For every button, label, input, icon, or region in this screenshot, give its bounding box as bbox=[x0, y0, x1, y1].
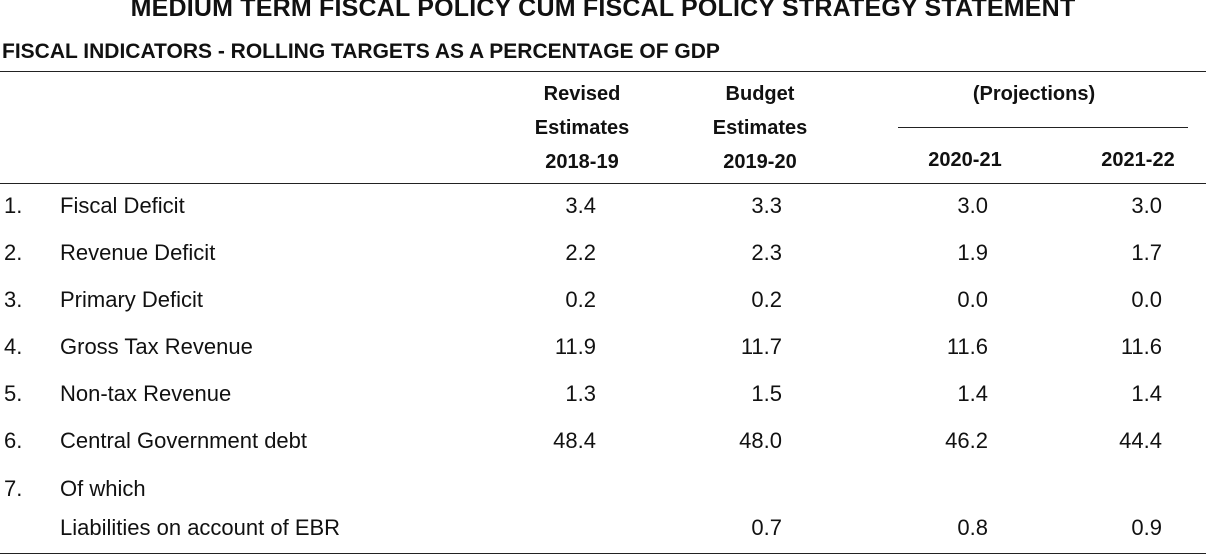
table-row: 2. Revenue Deficit 2.2 2.3 1.9 1.7 bbox=[0, 240, 1206, 280]
row-number: 1. bbox=[4, 193, 23, 218]
row-value: 11.9 bbox=[554, 334, 596, 359]
row-number: 3. bbox=[4, 287, 23, 312]
projections-underline bbox=[898, 127, 1188, 128]
row-value: 1.4 bbox=[1131, 381, 1162, 406]
row-value: 2.3 bbox=[751, 240, 782, 265]
row-value: 0.0 bbox=[957, 287, 988, 312]
header-budget-line-3: 2019-20 bbox=[723, 151, 797, 173]
row-label: Gross Tax Revenue bbox=[60, 334, 253, 359]
row-value: 2.2 bbox=[565, 240, 596, 265]
header-projections: (Projections) bbox=[972, 83, 1096, 105]
header-projection-year-1: 2020-21 bbox=[928, 149, 1002, 171]
row-value: 3.4 bbox=[565, 193, 596, 218]
header-revised-line-3: 2018-19 bbox=[545, 151, 619, 173]
row-value: 11.6 bbox=[1120, 334, 1162, 359]
row-value: 11.7 bbox=[740, 334, 782, 359]
row-number: 5. bbox=[4, 381, 23, 406]
row-value: 3.3 bbox=[751, 193, 782, 218]
table-row: 3. Primary Deficit 0.2 0.2 0.0 0.0 bbox=[0, 287, 1206, 327]
row-label: Primary Deficit bbox=[60, 287, 204, 312]
row-label: Fiscal Deficit bbox=[60, 193, 185, 218]
row-value: 46.2 bbox=[945, 428, 988, 453]
row-value: 0.8 bbox=[957, 515, 988, 540]
table-subtitle: FISCAL INDICATORS - ROLLING TARGETS AS A… bbox=[2, 40, 720, 63]
row-value: 0.2 bbox=[751, 287, 782, 312]
row-value: 0.9 bbox=[1131, 515, 1162, 540]
header-bottom-rule bbox=[0, 183, 1206, 184]
row-value: 1.3 bbox=[565, 381, 596, 406]
header-revised-estimates: Revised Estimates 2018-19 bbox=[502, 77, 662, 179]
row-value: 1.5 bbox=[751, 381, 782, 406]
row-value: 44.4 bbox=[1119, 428, 1162, 453]
row-number: 6. bbox=[4, 428, 23, 453]
row-value: 0.0 bbox=[1131, 287, 1162, 312]
header-top-rule bbox=[0, 71, 1206, 72]
header-budget-line-2: Estimates bbox=[712, 117, 808, 139]
row-value: 0.2 bbox=[565, 287, 596, 312]
row-label: Liabilities on account of EBR bbox=[60, 515, 341, 540]
row-value: 1.4 bbox=[957, 381, 988, 406]
table-row: 1. Fiscal Deficit 3.4 3.3 3.0 3.0 bbox=[0, 193, 1206, 233]
row-value: 48.4 bbox=[553, 428, 596, 453]
table-row: 7. Of which bbox=[0, 476, 1206, 516]
row-value: 11.6 bbox=[946, 334, 988, 359]
header-projection-year-2: 2021-22 bbox=[1101, 149, 1175, 171]
row-label: Revenue Deficit bbox=[60, 240, 216, 265]
row-number: 4. bbox=[4, 334, 23, 359]
row-number: 7. bbox=[4, 476, 23, 501]
row-value: 0.7 bbox=[751, 515, 782, 540]
row-number: 2. bbox=[4, 240, 23, 265]
row-label: Of which bbox=[60, 476, 146, 501]
document-title: MEDIUM TERM FISCAL POLICY CUM FISCAL POL… bbox=[130, 0, 1076, 22]
row-value: 1.9 bbox=[957, 240, 988, 265]
row-label: Non-tax Revenue bbox=[60, 381, 232, 406]
row-value: 3.0 bbox=[957, 193, 988, 218]
header-budget-estimates: Budget Estimates 2019-20 bbox=[680, 77, 840, 179]
table-row: Liabilities on account of EBR 0.7 0.8 0.9 bbox=[0, 515, 1206, 555]
header-revised-line-1: Revised bbox=[543, 83, 621, 105]
table-row: 5. Non-tax Revenue 1.3 1.5 1.4 1.4 bbox=[0, 381, 1206, 421]
table-bottom-rule bbox=[0, 553, 1206, 554]
header-revised-line-2: Estimates bbox=[534, 117, 630, 139]
row-value: 48.0 bbox=[739, 428, 782, 453]
row-value: 1.7 bbox=[1131, 240, 1162, 265]
table-row: 6. Central Government debt 48.4 48.0 46.2 44.… bbox=[0, 428, 1206, 468]
table-row: 4. Gross Tax Revenue 11.9 11.7 11.6 11.6 bbox=[0, 334, 1206, 374]
header-budget-line-1: Budget bbox=[725, 83, 795, 105]
row-label: Central Government debt bbox=[60, 428, 308, 453]
row-value: 3.0 bbox=[1131, 193, 1162, 218]
